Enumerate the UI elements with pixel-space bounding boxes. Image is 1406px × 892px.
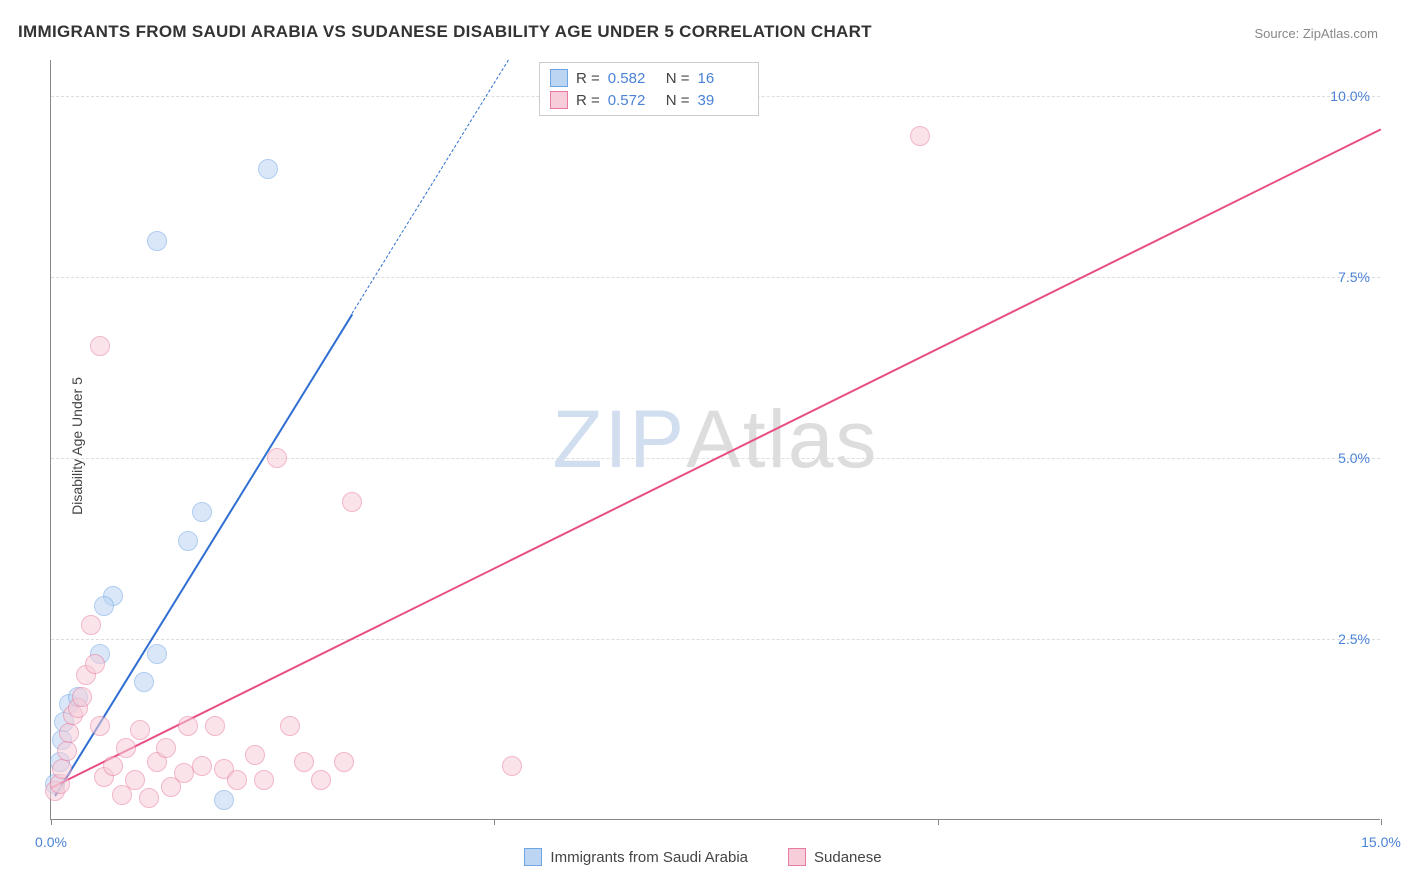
data-point-sudanese <box>334 752 354 772</box>
data-point-saudi <box>134 672 154 692</box>
data-point-sudanese <box>85 654 105 674</box>
data-point-sudanese <box>342 492 362 512</box>
y-tick-label: 2.5% <box>1338 631 1370 647</box>
r-label: R = <box>576 70 600 87</box>
data-point-sudanese <box>90 336 110 356</box>
trend-line <box>352 60 509 314</box>
legend-label: Immigrants from Saudi Arabia <box>550 849 748 866</box>
stats-row-sudanese: R = 0.572 N = 39 <box>550 89 748 111</box>
r-value: 0.572 <box>608 92 658 109</box>
x-tick-mark <box>938 819 939 825</box>
n-value: 39 <box>698 92 748 109</box>
x-tick-mark <box>1381 819 1382 825</box>
swatch-sudanese <box>550 91 568 109</box>
stats-legend-box: R = 0.582 N = 16 R = 0.572 N = 39 <box>539 62 759 116</box>
data-point-sudanese <box>245 745 265 765</box>
data-point-saudi <box>214 790 234 810</box>
data-point-sudanese <box>90 716 110 736</box>
data-point-saudi <box>258 159 278 179</box>
watermark-atlas: Atlas <box>686 394 878 485</box>
data-point-sudanese <box>294 752 314 772</box>
data-point-sudanese <box>267 448 287 468</box>
data-point-sudanese <box>139 788 159 808</box>
legend-item-sudanese: Sudanese <box>788 848 882 866</box>
n-value: 16 <box>698 70 748 87</box>
y-tick-label: 5.0% <box>1338 450 1370 466</box>
data-point-saudi <box>192 502 212 522</box>
legend-label: Sudanese <box>814 849 882 866</box>
n-label: N = <box>666 70 690 87</box>
data-point-sudanese <box>205 716 225 736</box>
data-point-saudi <box>94 596 114 616</box>
data-point-sudanese <box>227 770 247 790</box>
source-label: Source: <box>1254 26 1302 41</box>
chart-title: IMMIGRANTS FROM SAUDI ARABIA VS SUDANESE… <box>18 22 872 42</box>
legend-swatch-saudi <box>524 848 542 866</box>
data-point-sudanese <box>125 770 145 790</box>
x-tick-mark <box>494 819 495 825</box>
source-link[interactable]: ZipAtlas.com <box>1303 26 1378 41</box>
r-label: R = <box>576 92 600 109</box>
y-tick-label: 10.0% <box>1330 88 1370 104</box>
bottom-legend: Immigrants from Saudi Arabia Sudanese <box>0 848 1406 866</box>
data-point-sudanese <box>254 770 274 790</box>
data-point-sudanese <box>311 770 331 790</box>
source-attribution: Source: ZipAtlas.com <box>1254 26 1378 41</box>
plot-area: ZIPAtlas 2.5%5.0%7.5%10.0%0.0%15.0% <box>50 60 1380 820</box>
stats-row-saudi: R = 0.582 N = 16 <box>550 67 748 89</box>
data-point-sudanese <box>280 716 300 736</box>
data-point-sudanese <box>116 738 136 758</box>
watermark-zip: ZIP <box>553 394 687 485</box>
legend-item-saudi: Immigrants from Saudi Arabia <box>524 848 748 866</box>
r-value: 0.582 <box>608 70 658 87</box>
data-point-sudanese <box>130 720 150 740</box>
x-tick-mark <box>51 819 52 825</box>
y-tick-label: 7.5% <box>1338 269 1370 285</box>
gridline-horizontal <box>51 277 1380 278</box>
data-point-sudanese <box>502 756 522 776</box>
data-point-sudanese <box>72 687 92 707</box>
data-point-sudanese <box>81 615 101 635</box>
data-point-sudanese <box>52 759 72 779</box>
data-point-sudanese <box>192 756 212 776</box>
n-label: N = <box>666 92 690 109</box>
data-point-saudi <box>147 644 167 664</box>
data-point-sudanese <box>57 741 77 761</box>
swatch-saudi <box>550 69 568 87</box>
data-point-saudi <box>178 531 198 551</box>
data-point-sudanese <box>156 738 176 758</box>
data-point-sudanese <box>910 126 930 146</box>
gridline-horizontal <box>51 639 1380 640</box>
data-point-saudi <box>147 231 167 251</box>
data-point-sudanese <box>103 756 123 776</box>
data-point-sudanese <box>59 723 79 743</box>
data-point-sudanese <box>178 716 198 736</box>
watermark: ZIPAtlas <box>553 393 879 487</box>
legend-swatch-sudanese <box>788 848 806 866</box>
